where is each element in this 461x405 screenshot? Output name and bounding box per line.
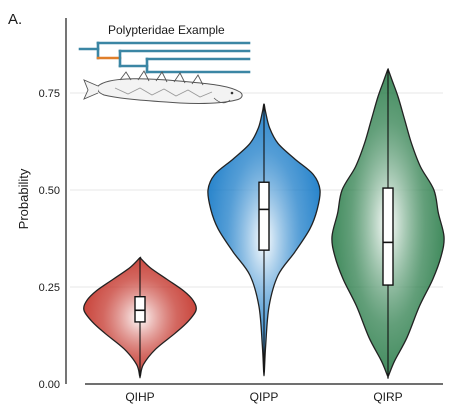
- violin-qirp: [331, 68, 445, 379]
- x-tick-label: QIRP: [373, 390, 402, 404]
- y-tick-label: 0.25: [39, 282, 60, 294]
- phylogeny-tree-icon: [78, 41, 251, 74]
- y-axis-title: Probability: [16, 168, 31, 229]
- inset-title: Polypteridae Example: [108, 23, 225, 37]
- iqr-box: [382, 187, 394, 286]
- x-tick-label: QIPP: [250, 390, 279, 404]
- x-tick-labels: QIHP QIPP QIRP: [125, 390, 402, 404]
- y-tick-labels: 0.00 0.25 0.50 0.75: [39, 88, 60, 391]
- y-tick-label: 0.00: [39, 379, 60, 391]
- y-tick-label: 0.75: [39, 88, 60, 100]
- iqr-box: [258, 181, 270, 251]
- bichir-fish-icon: [83, 70, 243, 105]
- y-tick-label: 0.50: [39, 185, 60, 197]
- violin-qihp: [83, 256, 197, 379]
- violins: [83, 68, 445, 379]
- x-tick-label: QIHP: [125, 390, 154, 404]
- inset-phylogeny: Polypteridae Example: [78, 23, 251, 105]
- panel-label: A.: [8, 11, 22, 28]
- violin-qipp: [207, 103, 321, 377]
- iqr-box: [134, 296, 146, 323]
